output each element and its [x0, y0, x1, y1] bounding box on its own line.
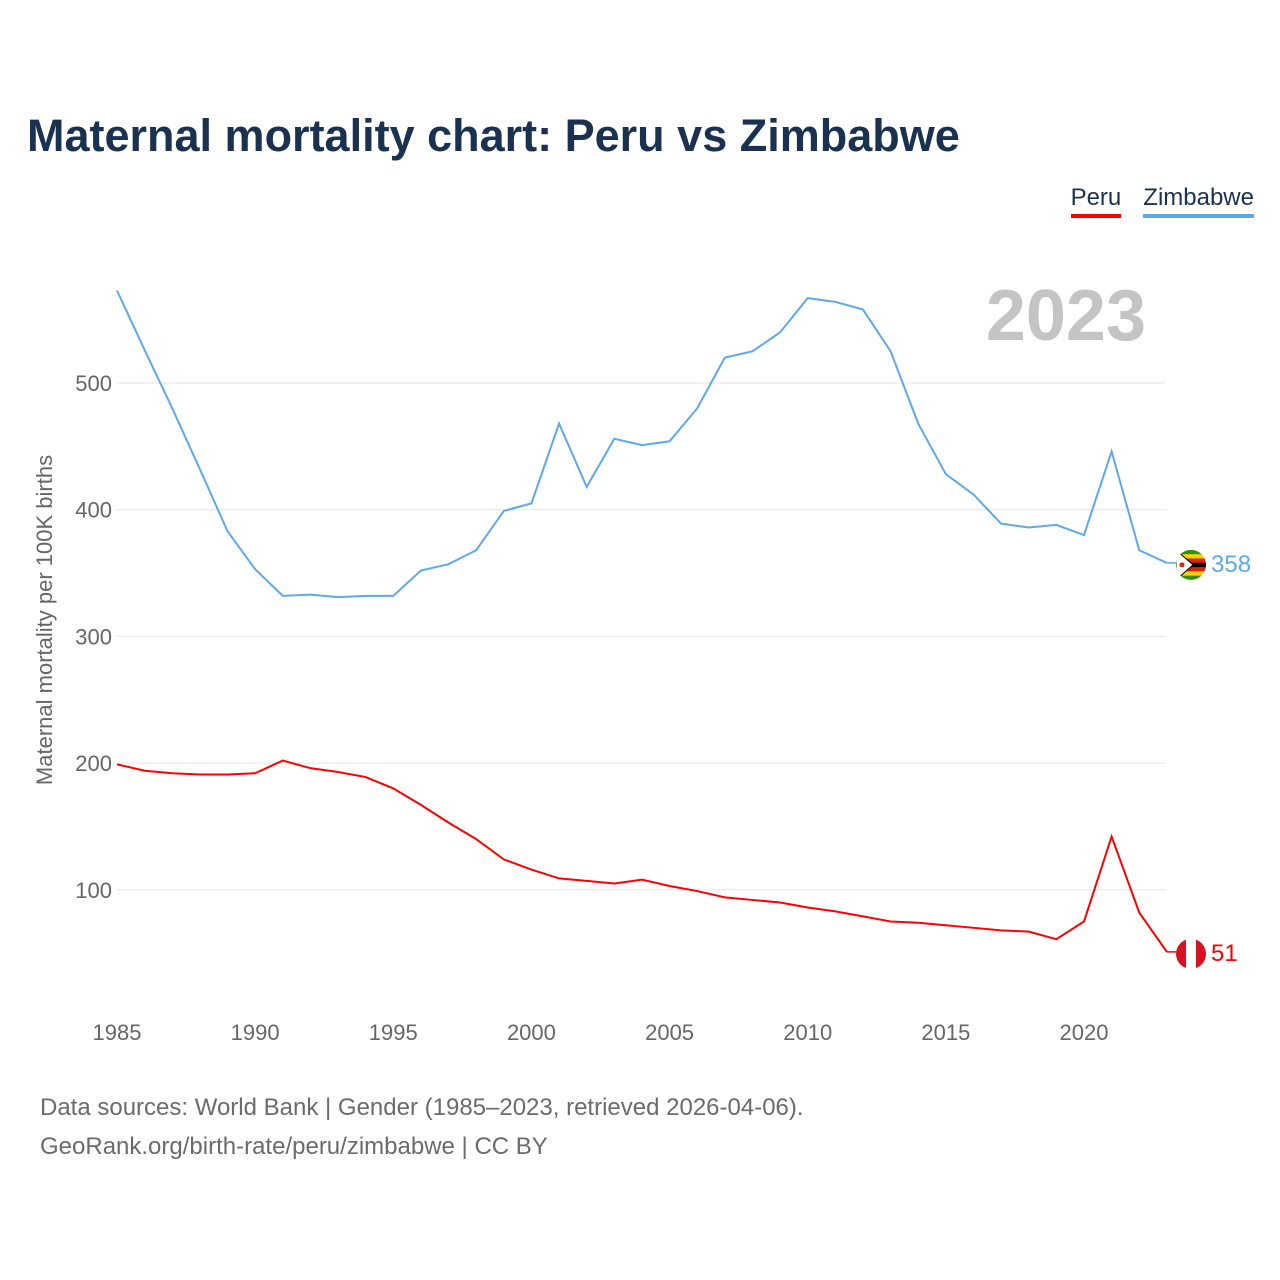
- series-line-peru: [116, 759, 1168, 953]
- x-tick-label: 2015: [921, 1020, 970, 1045]
- x-tick-label: 2010: [783, 1020, 832, 1045]
- legend-zimbabwe[interactable]: Zimbabwe: [1143, 184, 1254, 218]
- chart-title: Maternal mortality chart: Peru vs Zimbab…: [27, 110, 960, 161]
- y-tick-label: 100: [75, 878, 112, 903]
- zimbabwe-flag-icon: [1176, 549, 1206, 580]
- line-chart: 100 200 300 400 500 1985 1990 1995 2000 2005 2010 2…: [32, 276, 1251, 1045]
- x-tick-label: 2005: [645, 1020, 694, 1045]
- legend-peru[interactable]: Peru: [1070, 184, 1122, 218]
- y-tick-label: 400: [75, 498, 112, 523]
- y-tick-label: 500: [75, 371, 112, 396]
- y-tick-label: 200: [75, 751, 112, 776]
- y-axis-label: Maternal mortality per 100K births: [32, 455, 57, 785]
- x-tick-label: 1985: [93, 1020, 142, 1045]
- end-value-label-zimbabwe: 358: [1211, 551, 1251, 578]
- source-text: Data sources: World Bank | Gender (1985–…: [40, 1094, 804, 1121]
- x-tick-label: 2020: [1060, 1020, 1109, 1045]
- x-tick-label: 1990: [231, 1020, 280, 1045]
- series-line-zimbabwe: [116, 290, 1168, 599]
- x-tick-label: 2000: [507, 1020, 556, 1045]
- legend: Peru Zimbabwe: [1070, 184, 1254, 218]
- footer: Data sources: World Bank | Gender (1985–…: [40, 1088, 804, 1166]
- year-watermark: 2023: [986, 276, 1146, 356]
- peru-flag-icon: [1176, 938, 1206, 969]
- y-tick-label: 300: [75, 624, 112, 649]
- credit-link[interactable]: GeoRank.org/birth-rate/peru/zimbabwe | C…: [40, 1133, 548, 1160]
- end-value-label-peru: 51: [1211, 940, 1238, 967]
- x-tick-label: 1995: [369, 1020, 418, 1045]
